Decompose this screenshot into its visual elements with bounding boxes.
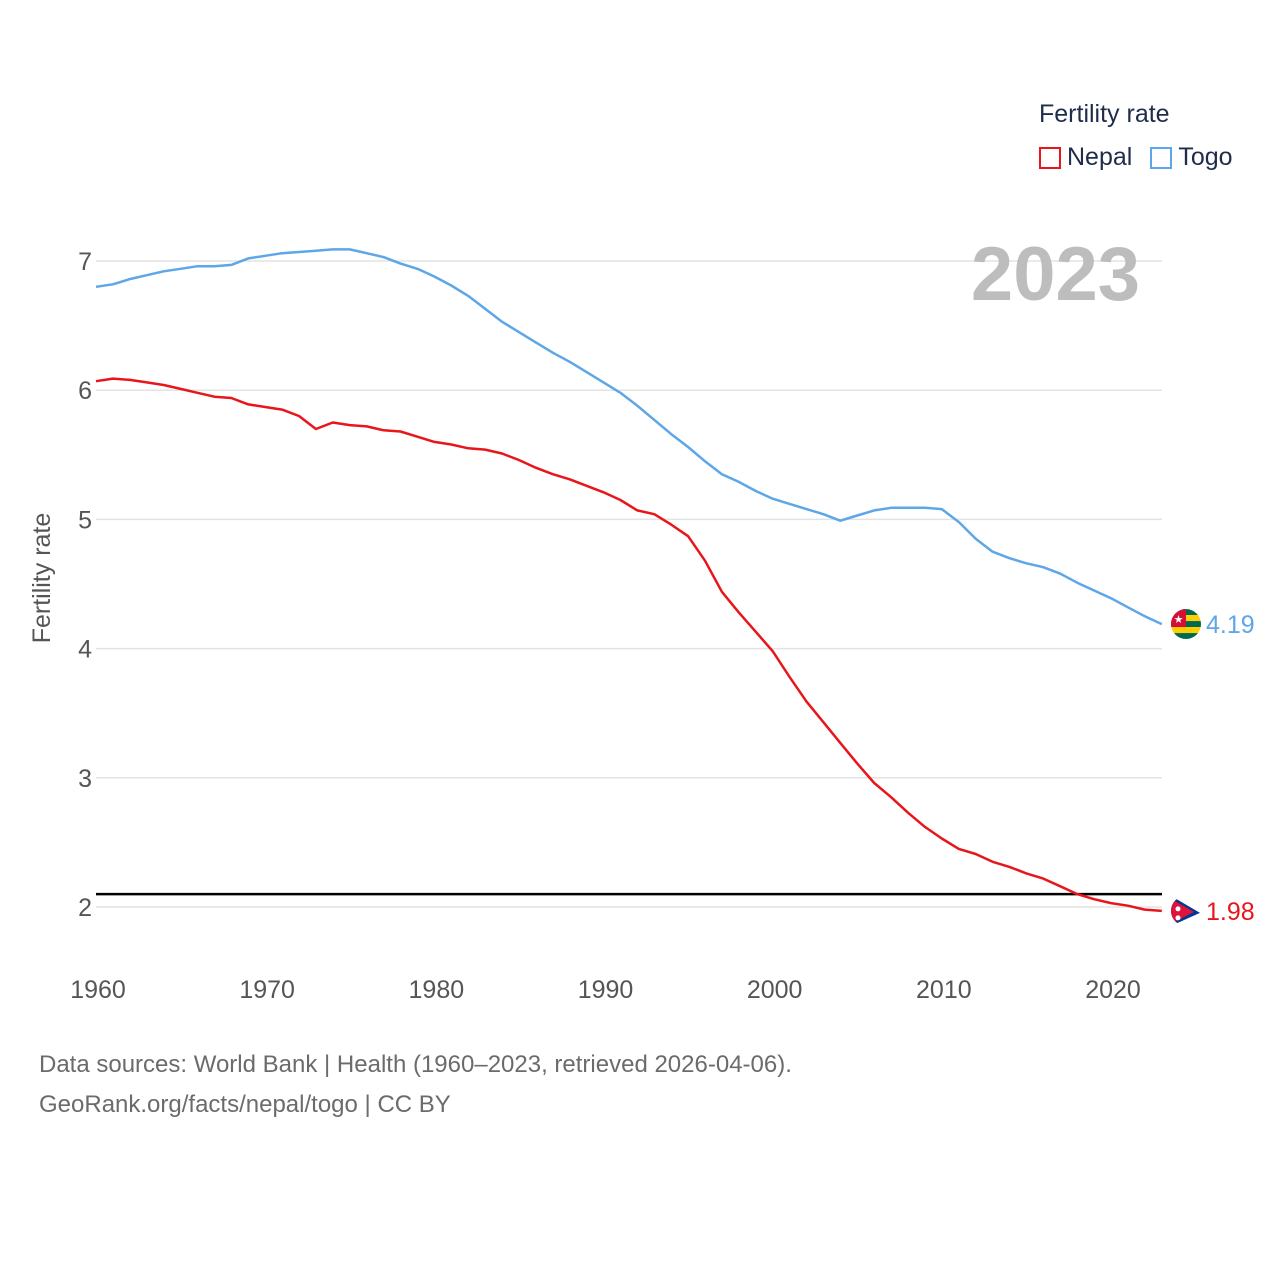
legend-label-nepal: Nepal <box>1067 143 1133 171</box>
y-tick-label: 5 <box>78 506 92 534</box>
x-tick-label: 1990 <box>578 976 634 1004</box>
x-tick-label: 2010 <box>916 976 972 1004</box>
y-tick-label: 6 <box>78 377 92 405</box>
x-tick-label: 2020 <box>1085 976 1141 1004</box>
x-axis-ticks: 1960 1970 1980 1990 2000 2010 2020 <box>70 976 1141 1004</box>
source-line-2[interactable]: GeoRank.org/facts/nepal/togo | CC BY <box>39 1091 451 1118</box>
x-tick-label: 1980 <box>409 976 465 1004</box>
y-tick-label: 3 <box>78 765 92 793</box>
x-tick-label: 1960 <box>70 976 126 1004</box>
legend-swatch-nepal <box>1039 146 1061 169</box>
series-line-togo <box>95 248 1163 626</box>
legend-swatch-togo <box>1150 146 1173 169</box>
y-axis-label: Fertility rate <box>28 513 56 644</box>
y-axis-ticks: 2 3 4 5 6 7 <box>78 248 92 922</box>
x-tick-label: 2000 <box>747 976 803 1004</box>
source-line-1: Data sources: World Bank | Health (1960–… <box>39 1051 792 1078</box>
end-value-label-nepal: 1.98 <box>1206 898 1255 926</box>
y-tick-label: 4 <box>78 636 92 664</box>
x-tick-label: 1970 <box>239 976 295 1004</box>
legend-label-togo: Togo <box>1178 143 1233 171</box>
gridlines <box>96 260 1162 908</box>
series-lines <box>95 248 1163 913</box>
series-end-markers: 1.98 ★ 4.19 <box>1171 609 1255 926</box>
end-value-label-togo: 4.19 <box>1206 611 1255 639</box>
legend-title: Fertility rate <box>1039 100 1170 128</box>
legend-item-togo[interactable]: Togo <box>1150 143 1233 172</box>
legend: Nepal Togo <box>1039 143 1251 172</box>
svg-text:★: ★ <box>1174 613 1184 626</box>
flag-icon-togo: ★ <box>1171 609 1201 640</box>
flag-icon-nepal <box>1171 895 1201 926</box>
source-note: Data sources: World Bank | Health (1960–… <box>39 1045 792 1125</box>
y-tick-label: 7 <box>78 248 92 276</box>
y-tick-label: 2 <box>78 894 92 922</box>
current-year-label: 2023 <box>971 232 1140 317</box>
legend-item-nepal[interactable]: Nepal <box>1039 143 1132 172</box>
series-line-nepal <box>95 377 1162 913</box>
